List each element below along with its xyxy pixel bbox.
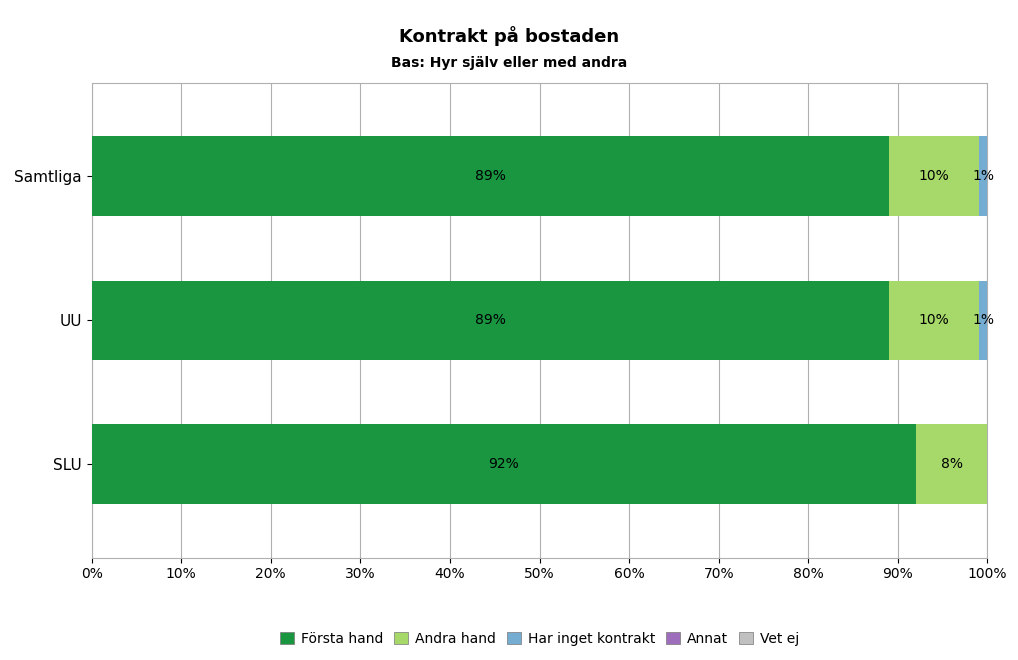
Text: Bas: Hyr själv eller med andra: Bas: Hyr själv eller med andra: [391, 56, 627, 70]
Bar: [916, 424, 987, 504]
Bar: [978, 137, 987, 216]
Text: 89%: 89%: [474, 169, 506, 183]
Bar: [92, 424, 916, 504]
Bar: [978, 280, 987, 360]
Bar: [92, 280, 889, 360]
Text: 92%: 92%: [489, 457, 519, 471]
Bar: [889, 137, 978, 216]
Text: 10%: 10%: [918, 313, 949, 327]
Bar: [92, 137, 889, 216]
Text: 10%: 10%: [918, 169, 949, 183]
Text: 1%: 1%: [972, 169, 994, 183]
Text: Kontrakt på bostaden: Kontrakt på bostaden: [399, 26, 619, 46]
Bar: [889, 280, 978, 360]
Text: 89%: 89%: [474, 313, 506, 327]
Text: 1%: 1%: [972, 313, 994, 327]
Text: 8%: 8%: [941, 457, 963, 471]
Legend: Första hand, Andra hand, Har inget kontrakt, Annat, Vet ej: Första hand, Andra hand, Har inget kontr…: [274, 626, 805, 651]
